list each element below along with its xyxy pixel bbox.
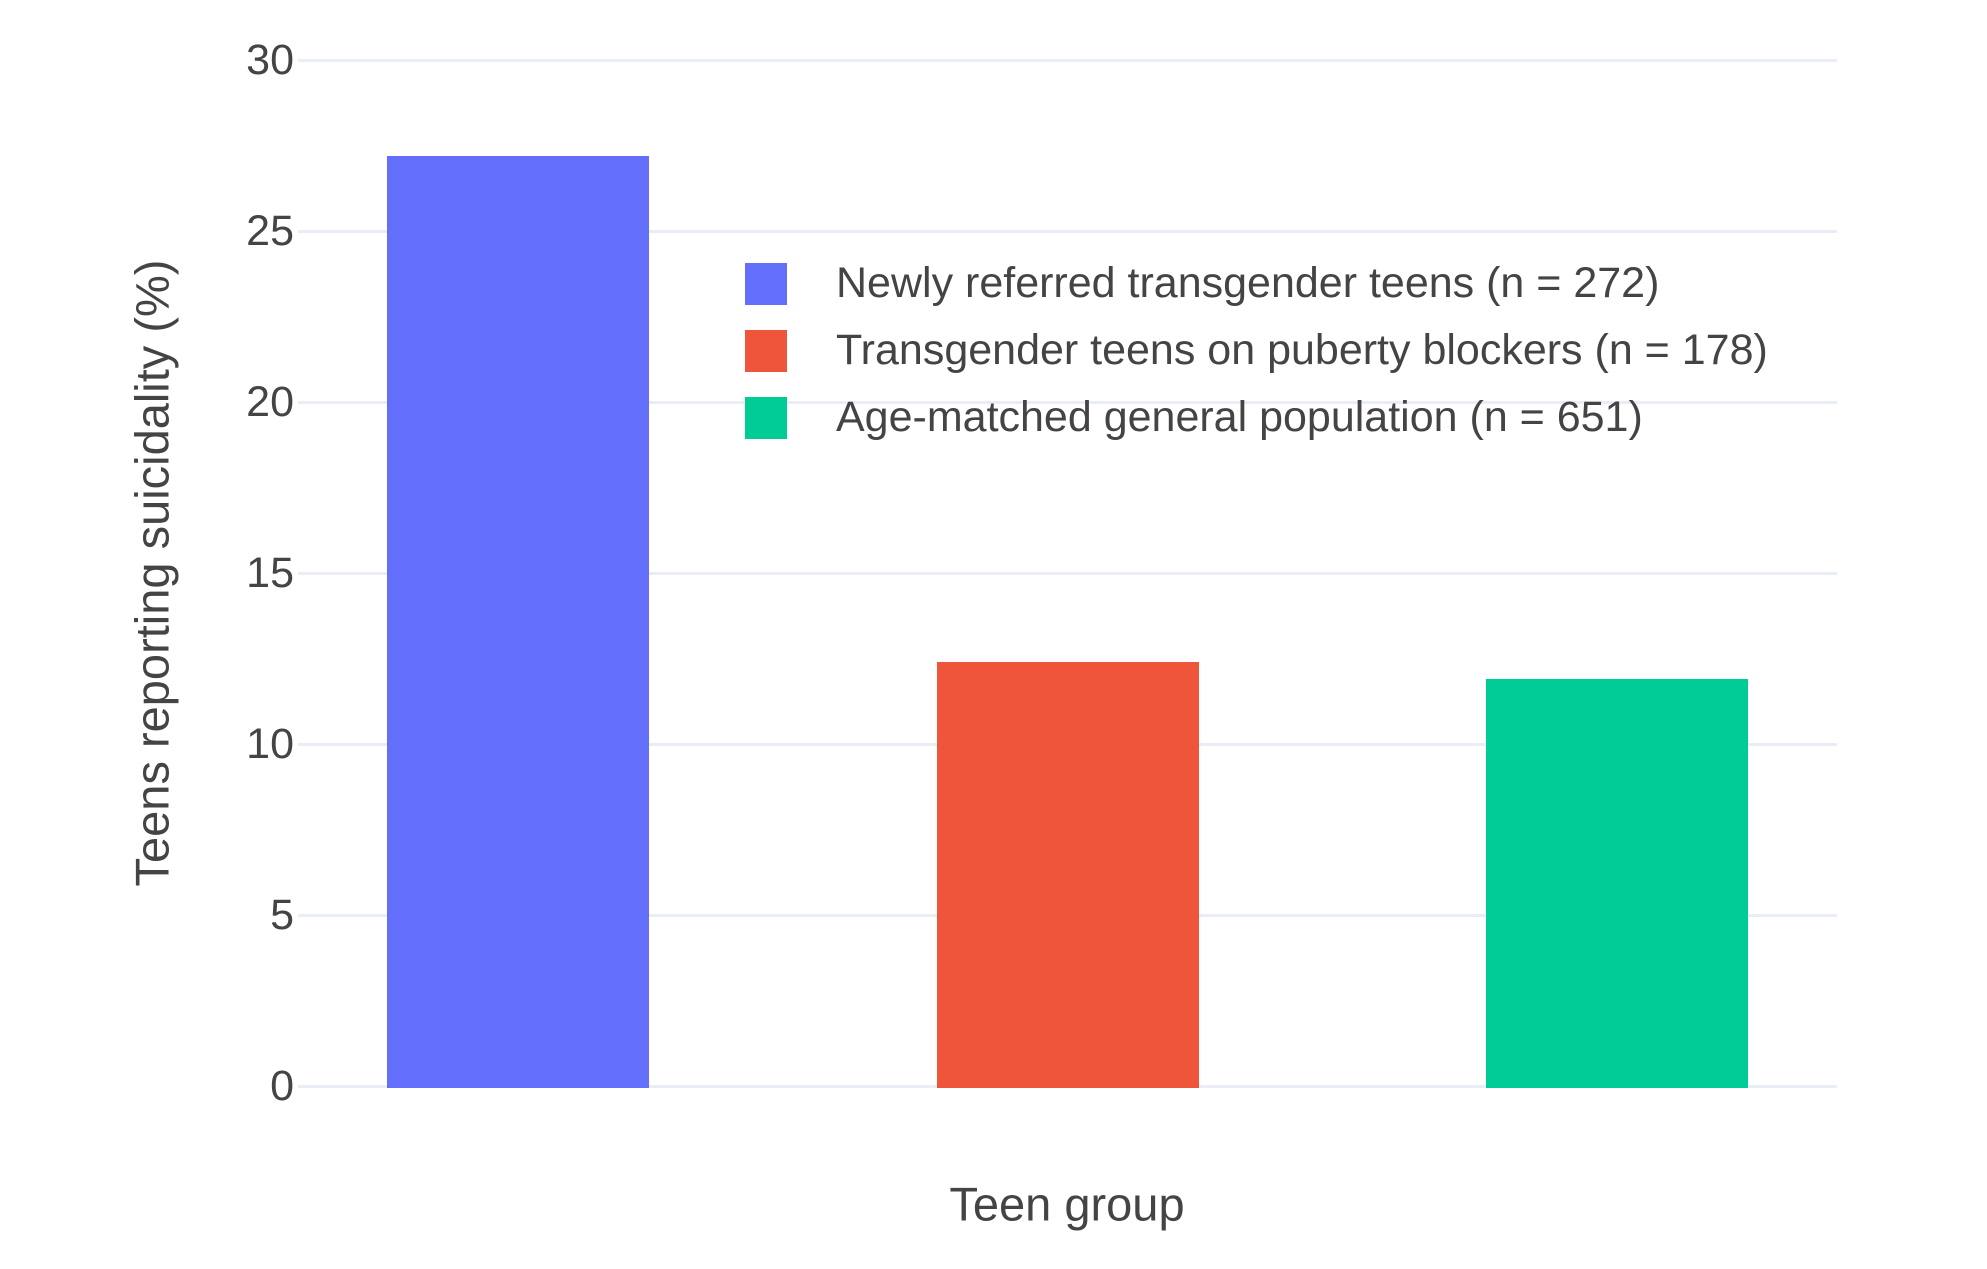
bar-newly-referred-transgender-teens-n-272[interactable] xyxy=(386,155,649,1088)
legend-label: Newly referred transgender teens (n = 27… xyxy=(836,259,1660,307)
legend-swatch-icon xyxy=(745,262,787,305)
y-tick-label-5: 5 xyxy=(270,891,294,939)
legend-item-age-matched-general-population-n-651[interactable]: Age-matched general population (n = 651) xyxy=(745,384,1768,451)
y-tick-label-10: 10 xyxy=(246,720,294,768)
x-axis-title: Teen group xyxy=(949,1177,1185,1231)
legend: Newly referred transgender teens (n = 27… xyxy=(745,250,1768,451)
bar-transgender-teens-on-puberty-blockers-n-178[interactable] xyxy=(936,661,1199,1088)
legend-label: Transgender teens on puberty blockers (n… xyxy=(836,326,1768,374)
y-tick-label-25: 25 xyxy=(246,207,294,255)
legend-swatch-icon xyxy=(745,396,787,439)
legend-swatch-icon xyxy=(745,329,787,372)
gridline-y-15 xyxy=(298,571,1837,575)
legend-label: Age-matched general population (n = 651) xyxy=(836,393,1643,441)
gridline-y-25 xyxy=(298,229,1837,233)
y-tick-label-20: 20 xyxy=(246,378,294,426)
legend-item-newly-referred-transgender-teens-n-272[interactable]: Newly referred transgender teens (n = 27… xyxy=(745,250,1768,317)
y-tick-label-30: 30 xyxy=(246,36,294,84)
gridline-y-20 xyxy=(298,400,1837,404)
bar-age-matched-general-population-n-651[interactable] xyxy=(1486,679,1749,1088)
y-tick-label-0: 0 xyxy=(270,1062,294,1110)
gridline-y-30 xyxy=(298,58,1837,62)
legend-item-transgender-teens-on-puberty-blockers-n-178[interactable]: Transgender teens on puberty blockers (n… xyxy=(745,317,1768,384)
y-axis-title: Teens reporting suicidality (%) xyxy=(125,259,179,887)
y-tick-label-15: 15 xyxy=(246,549,294,597)
